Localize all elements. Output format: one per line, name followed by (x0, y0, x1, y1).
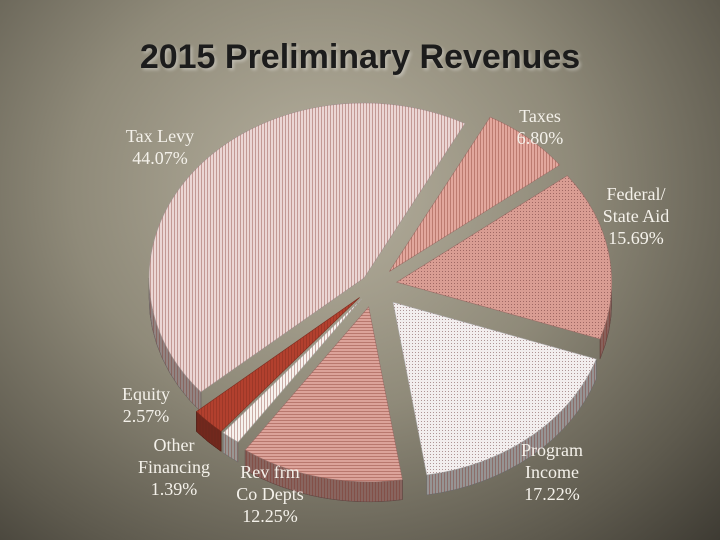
pie-slice-texture (149, 103, 466, 393)
slice-name: Equity (122, 384, 170, 404)
slice-value: 2.57% (123, 406, 170, 426)
pie-slice-texture (245, 306, 403, 482)
slice-name: Co Depts (236, 484, 304, 504)
slice-name: State Aid (603, 206, 670, 226)
slice-name: Other (154, 435, 195, 455)
slice-label-program-income: Program Income 17.22% (521, 440, 583, 504)
pie-slice-rev-frm-co-depts (244, 306, 403, 503)
slice-label-other-financing: Other Financing 1.39% (138, 435, 210, 499)
pie-slice-taxes (388, 116, 561, 272)
pie-slice-equity (195, 297, 360, 452)
slice-name: Program (521, 440, 583, 460)
slice-value: 15.69% (608, 228, 664, 248)
slice-name: Financing (138, 457, 210, 477)
pie-slice-texture (196, 297, 360, 432)
pie-slice-texture (389, 117, 560, 272)
slice-name: Income (525, 462, 579, 482)
pie-slice-texture (396, 175, 612, 340)
pie-slice-texture (393, 302, 597, 475)
slice-value: 1.39% (151, 479, 198, 499)
slice-label-taxes: Taxes 6.80% (517, 106, 564, 148)
chart-title: 2015 Preliminary Revenues (139, 38, 581, 76)
slice-name: Taxes (519, 106, 561, 126)
slice-name: Rev frm (240, 462, 299, 482)
slice-label-equity: Equity 2.57% (122, 384, 170, 426)
slice-value: 17.22% (524, 484, 580, 504)
slice-name: Federal/ (607, 184, 666, 204)
pie-slice-tax-levy (148, 102, 466, 413)
pie-slice-texture (223, 298, 362, 443)
pie-slice-federal-state-aid (395, 175, 613, 360)
slice-value: 12.25% (242, 506, 298, 526)
slice-label-federal-state-aid: Federal/State Aid 15.69% (603, 184, 670, 248)
slice-label-rev-frm-co-depts: Rev frm Co Depts 12.25% (236, 462, 304, 526)
slice-name: Tax Levy (126, 126, 194, 146)
pie-slice-program-income (392, 301, 597, 496)
slice-label-tax-levy: Tax Levy 44.07% (126, 126, 194, 168)
slice-value: 44.07% (132, 148, 188, 168)
slice-value: 6.80% (517, 128, 564, 148)
pie-slice-other-financing (222, 298, 362, 463)
